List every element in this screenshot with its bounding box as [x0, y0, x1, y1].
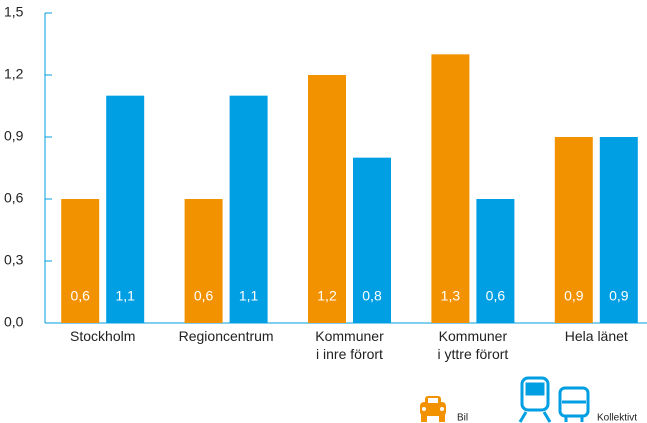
y-tick-label: 0,6	[4, 190, 24, 206]
transit-icon	[518, 376, 590, 423]
bar	[599, 137, 638, 323]
value-label: 0,6	[486, 288, 506, 304]
legend-label: Kollektivt	[597, 413, 637, 423]
x-tick-line: i inre förort	[316, 346, 383, 362]
bar	[184, 199, 223, 323]
legend-label: Bil	[457, 413, 468, 423]
x-tick-line: Kommuner	[315, 328, 384, 344]
value-label: 1,1	[239, 288, 259, 304]
x-tick-label: Hela länet	[565, 328, 628, 344]
y-tick-label: 0,0	[4, 314, 24, 330]
value-label: 0,8	[362, 288, 382, 304]
car-icon	[420, 396, 446, 422]
value-label: 0,6	[194, 288, 214, 304]
bar	[476, 199, 515, 323]
y-tick-label: 1,5	[4, 4, 24, 20]
x-tick-label: Regioncentrum	[179, 328, 274, 344]
y-tick-label: 0,3	[4, 252, 24, 268]
y-tick-label: 1,2	[4, 66, 24, 82]
value-label: 0,6	[70, 288, 90, 304]
x-tick-label: Kommuner i yttre förort	[438, 328, 509, 362]
x-tick-line: Hela länet	[565, 328, 628, 344]
value-label: 1,3	[441, 288, 461, 304]
x-tick-line: Stockholm	[70, 328, 135, 344]
bar	[61, 199, 100, 323]
x-tick-line: Kommuner	[439, 328, 508, 344]
value-label: 0,9	[609, 288, 629, 304]
bar	[106, 95, 145, 324]
x-tick-label: Kommuner i inre förort	[315, 328, 384, 362]
bar	[308, 75, 346, 323]
value-label: 0,9	[564, 288, 584, 304]
x-tick-label: Stockholm	[70, 328, 135, 344]
y-tick-label: 0,9	[4, 128, 24, 144]
value-label: 1,2	[317, 288, 337, 304]
x-tick-line: i yttre förort	[438, 346, 509, 362]
bar	[554, 137, 593, 323]
x-tick-line: Regioncentrum	[179, 328, 274, 344]
bar	[229, 95, 268, 324]
value-label: 1,1	[115, 288, 135, 304]
bar	[353, 157, 391, 323]
bar	[431, 54, 470, 323]
